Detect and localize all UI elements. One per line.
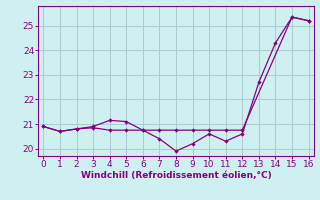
X-axis label: Windchill (Refroidissement éolien,°C): Windchill (Refroidissement éolien,°C) [81,171,271,180]
